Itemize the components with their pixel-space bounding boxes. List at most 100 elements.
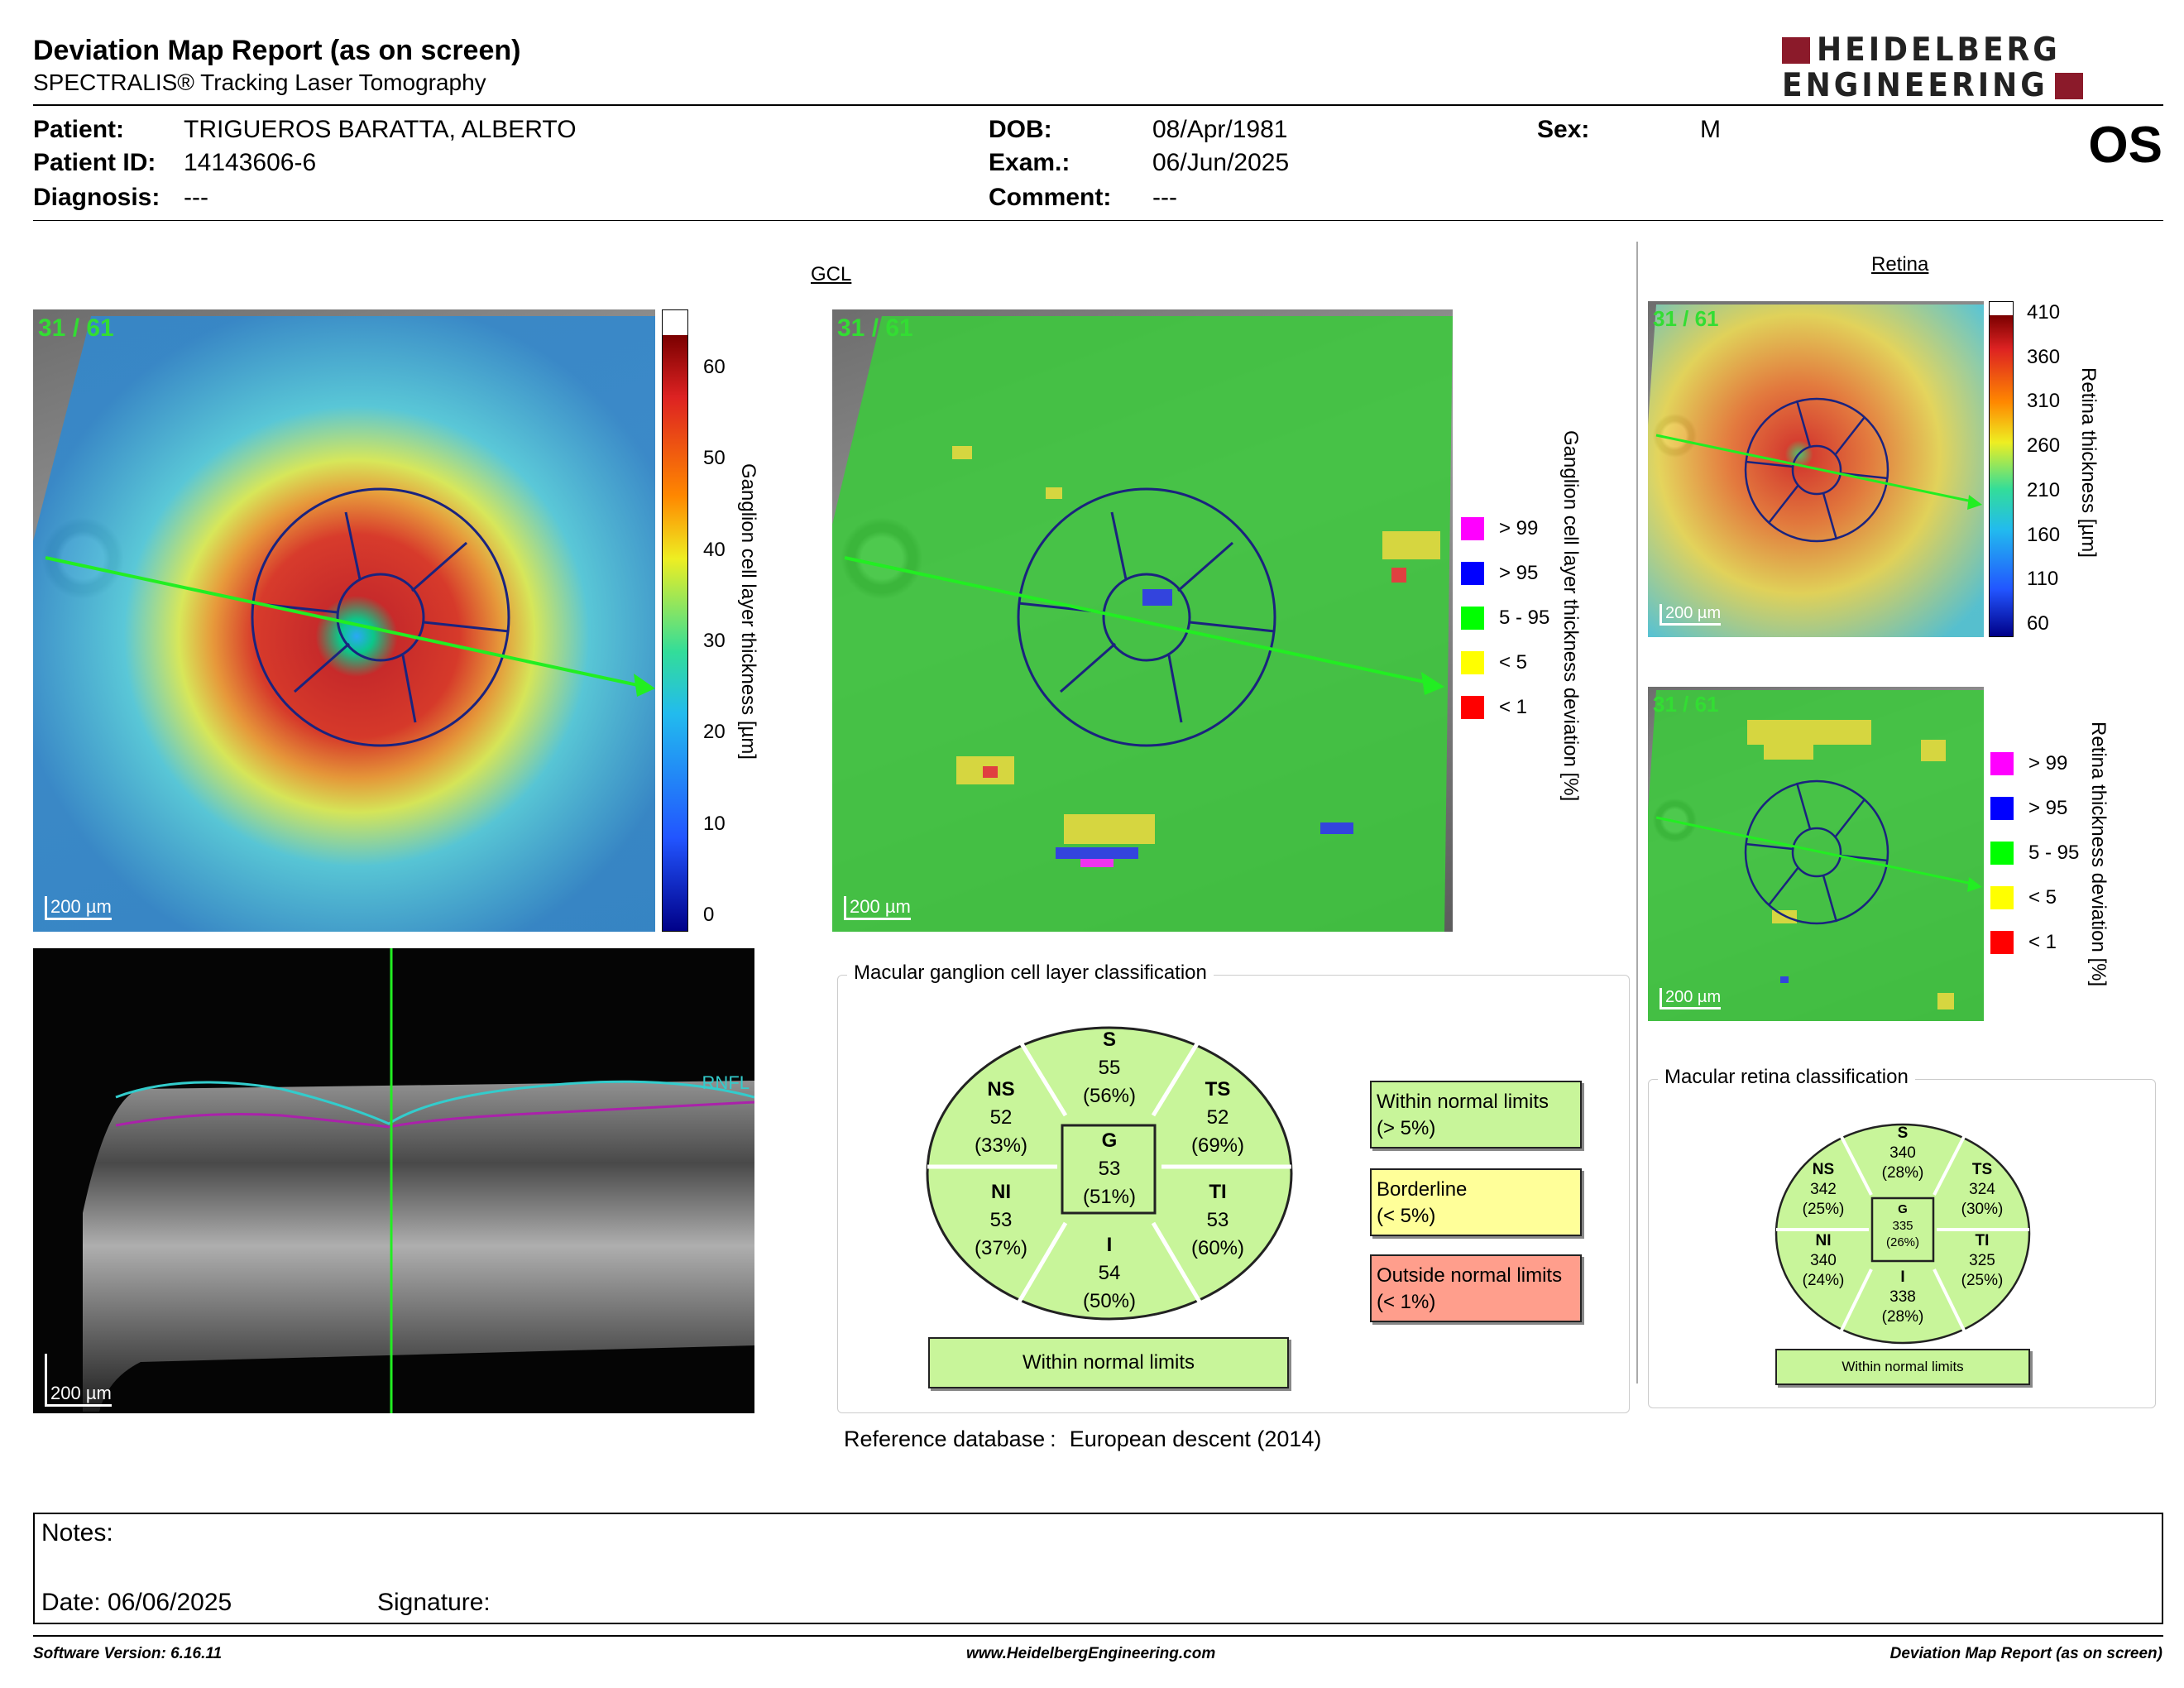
scan-arrow-icon — [1967, 495, 1982, 510]
legend-label: > 99 — [2028, 752, 2068, 774]
legend-swatch — [1461, 607, 1484, 630]
gcl-thickness-axis-label: Ganglion cell layer thickness [µm] — [737, 463, 759, 760]
deviation-normal-area — [1648, 690, 1984, 1021]
sector-name: TS — [1971, 1161, 1993, 1178]
sector-name: TI — [1975, 1232, 1990, 1249]
legend-label: < 1 — [1499, 696, 1528, 718]
gcl-deviation-legend: > 99 > 95 5 - 95 < 5 < 1 — [1461, 506, 1549, 730]
legend-swatch — [1461, 696, 1484, 719]
key-label: Outside normal limits — [1377, 1264, 1563, 1287]
gcl-classification-title: Macular ganglion cell layer classificati… — [847, 961, 1214, 985]
report-title: Deviation Map Report (as on screen) — [33, 35, 521, 66]
deviation-patches — [1747, 720, 1954, 1009]
sector-pct: (50%) — [1082, 1290, 1137, 1312]
sector-pct: (26%) — [1885, 1235, 1919, 1249]
notes-box[interactable]: Notes: Date: 06/06/2025 Signature: — [33, 1513, 2163, 1624]
oct-bscan[interactable]: RNFL 200 µm — [33, 948, 754, 1413]
notes-date: Date: 06/06/2025 — [41, 1589, 232, 1616]
retina-thickness-colorbar — [1989, 301, 2014, 637]
scan-line — [1655, 434, 1973, 503]
retina-section-label: Retina — [1871, 253, 1929, 276]
sector-name: S — [1102, 1029, 1116, 1051]
key-within-normal: Within normal limits (> 5%) — [1370, 1081, 1582, 1149]
gcl-classification-panel — [837, 975, 1630, 1413]
gcl-thickness-overlay — [33, 316, 655, 932]
sector-value: 335 — [1892, 1219, 1913, 1233]
scan-line — [1655, 816, 1973, 885]
gcl-thickness-map[interactable]: 31 / 61 200 µm — [33, 309, 655, 932]
sector-value: 325 — [1969, 1252, 1995, 1269]
retina-thickness-map[interactable]: 31 / 61 200 µm — [1648, 301, 1984, 637]
scan-line — [45, 556, 646, 688]
sector-value: 54 — [1098, 1262, 1121, 1284]
sector-name: NI — [1815, 1232, 1832, 1249]
tick: 210 — [2027, 478, 2061, 501]
sector-name: NS — [1812, 1161, 1835, 1178]
sector-pct: (25%) — [1961, 1272, 2004, 1289]
scale-bar: 200 µm — [844, 896, 911, 920]
rnfl-top-line — [115, 1080, 754, 1125]
frame-count: 31 / 61 — [837, 314, 913, 342]
gcl-heatmap — [33, 316, 655, 932]
key-borderline: Borderline (< 5%) — [1370, 1168, 1582, 1236]
legend-swatch — [1990, 797, 2014, 820]
heidelberg-logo: HEIDELBERG ENGINEERING — [1782, 31, 2162, 104]
sector-value: 338 — [1889, 1288, 1916, 1306]
reference-label: Reference database — [844, 1427, 1046, 1451]
sector-pct: (25%) — [1802, 1201, 1845, 1218]
reference-value: European descent (2014) — [1069, 1427, 1322, 1451]
scan-arrow-icon — [634, 674, 655, 697]
website-link[interactable]: www.HeidelbergEngineering.com — [966, 1645, 1216, 1662]
exam-value: 06/Jun/2025 — [1152, 149, 1290, 176]
key-range: (> 5%) — [1377, 1117, 1436, 1139]
eye-indicator: OS — [2088, 117, 2162, 174]
retina-classification-result: Within normal limits — [1775, 1349, 2030, 1385]
gcl-section-label: GCL — [811, 263, 852, 285]
gcl-etdrs-chart — [926, 1026, 1293, 1321]
legend-swatch — [1461, 562, 1484, 585]
scan-arrow-icon — [1421, 672, 1444, 695]
scan-arrow-icon — [1967, 877, 1982, 892]
sector-pct: (60%) — [1190, 1237, 1245, 1259]
diagnosis-value: --- — [184, 184, 208, 211]
sector-name: NI — [991, 1181, 1011, 1203]
sector-pct: (56%) — [1082, 1085, 1137, 1107]
tick: 60 — [703, 356, 726, 378]
sector-value: 324 — [1969, 1181, 1995, 1198]
patient-id-label: Patient ID: — [33, 149, 156, 176]
legend-swatch — [1461, 651, 1484, 674]
tick: 260 — [2027, 434, 2061, 458]
frame-count: 31 / 61 — [1653, 306, 1719, 331]
gcl-deviation-overlay — [832, 316, 1453, 932]
retina-heatmap — [1648, 305, 1984, 637]
retina-deviation-map[interactable]: 31 / 61 200 µm — [1648, 687, 1984, 1021]
rnfl-label: RNFL — [702, 1072, 750, 1093]
sex-value: M — [1700, 116, 1721, 143]
sector-value: 53 — [1098, 1158, 1121, 1180]
sector-pct: (28%) — [1881, 1308, 1924, 1326]
sector-value: 55 — [1098, 1057, 1121, 1079]
tick: 160 — [2027, 523, 2061, 546]
legend-label: < 5 — [2028, 886, 2057, 909]
legend-label: 5 - 95 — [1499, 607, 1550, 629]
sector-pct: (24%) — [1802, 1272, 1845, 1289]
scale-bar: 200 µm — [1660, 604, 1722, 626]
retina-column-divider — [1636, 242, 1638, 1383]
tick: 20 — [703, 721, 726, 744]
sector-value: 52 — [989, 1106, 1013, 1129]
legend-label: < 5 — [1499, 651, 1528, 674]
gcl-deviation-map[interactable]: 31 / 61 200 µm — [832, 309, 1453, 932]
sector-value: 340 — [1810, 1252, 1837, 1269]
key-range: (< 5%) — [1377, 1205, 1436, 1227]
tick: 110 — [2027, 568, 2059, 591]
legend-label: > 95 — [2028, 797, 2068, 819]
key-range: (< 1%) — [1377, 1291, 1436, 1313]
patient-value: TRIGUEROS BARATTA, ALBERTO — [184, 116, 577, 143]
patient-label: Patient: — [33, 116, 125, 143]
tick: 50 — [703, 447, 726, 470]
sector-pct: (28%) — [1881, 1164, 1924, 1182]
dob-value: 08/Apr/1981 — [1152, 116, 1288, 143]
info-divider — [33, 220, 2163, 221]
sector-pct: (37%) — [974, 1237, 1028, 1259]
retina-colorbar-ticks: 410 360 310 260 210 160 110 60 — [2027, 301, 2060, 635]
